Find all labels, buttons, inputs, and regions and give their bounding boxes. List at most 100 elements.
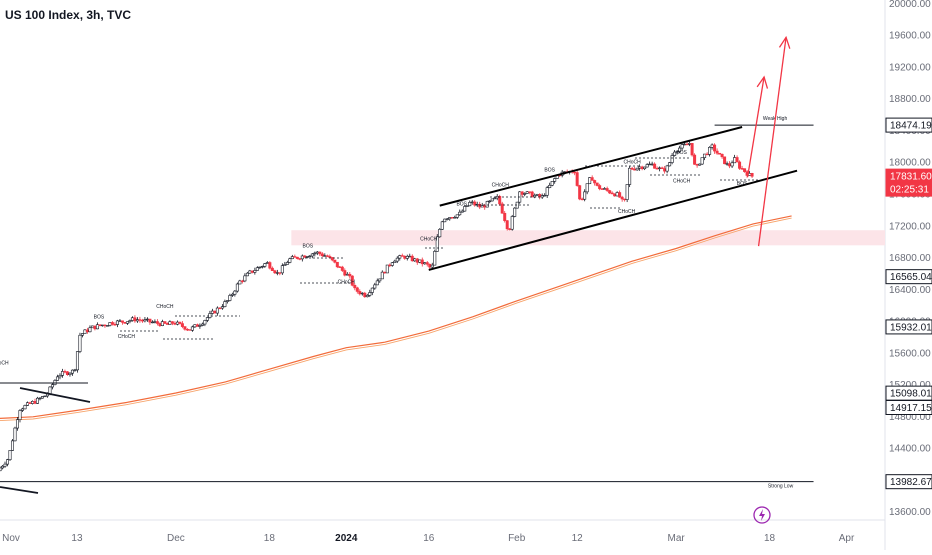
- candle-body: [155, 321, 159, 324]
- candle-body: [280, 265, 284, 274]
- x-tick-label: 2024: [335, 533, 358, 544]
- candle-body: [335, 261, 339, 268]
- structure-label: CHoCH: [673, 179, 691, 185]
- lightning-icon[interactable]: [752, 505, 772, 525]
- candle-body: [58, 375, 62, 378]
- candle-body: [393, 260, 397, 264]
- candle-body: [700, 157, 704, 165]
- candle-body: [293, 256, 297, 258]
- candle-body: [323, 255, 327, 257]
- candle-body: [0, 467, 2, 472]
- candle-body: [720, 153, 724, 158]
- candle-body: [358, 291, 362, 295]
- candle-body: [28, 402, 32, 404]
- candle-body: [220, 306, 224, 309]
- candle-body: [730, 162, 734, 167]
- candle-body: [655, 168, 659, 170]
- candle-body: [650, 163, 654, 166]
- candle-body: [240, 280, 244, 282]
- candle-body: [728, 163, 732, 167]
- candle-body: [410, 255, 414, 262]
- candle-body: [95, 324, 99, 330]
- candle-body: [615, 192, 619, 197]
- projection-arrow-shaft: [746, 76, 765, 178]
- candle-body: [510, 216, 514, 230]
- candle-body: [378, 278, 382, 282]
- candle-body: [278, 272, 282, 274]
- candle-body: [370, 287, 374, 293]
- candle-body: [505, 220, 509, 230]
- candle-body: [605, 188, 609, 191]
- candle-body: [595, 182, 599, 186]
- candle-body: [408, 255, 412, 258]
- candle-body: [345, 273, 349, 276]
- candle-body: [350, 275, 354, 286]
- y-tick-label: 16800.00: [889, 253, 931, 264]
- candle-body: [750, 173, 754, 177]
- candle-body: [413, 258, 417, 262]
- candle-body: [743, 168, 747, 172]
- candle-body: [243, 275, 247, 282]
- candle-body: [613, 193, 617, 197]
- price-tag-box: [885, 399, 932, 415]
- candle-body: [703, 153, 707, 158]
- candle-body: [248, 270, 252, 274]
- candle-body: [113, 324, 117, 326]
- candle-body: [573, 171, 577, 174]
- candle-body: [543, 194, 547, 197]
- candle-body: [68, 372, 72, 375]
- x-tick-label: 18: [264, 533, 276, 544]
- candle-body: [733, 157, 737, 164]
- candle-body: [283, 264, 287, 266]
- candle-body: [365, 295, 369, 298]
- left-trend-line: [19, 387, 91, 403]
- candle-body: [585, 183, 589, 193]
- candle-body: [150, 321, 154, 324]
- candle-body: [528, 191, 532, 193]
- structure-label: BOS: [94, 314, 105, 320]
- candle-body: [373, 284, 377, 289]
- candle-body: [725, 163, 729, 165]
- price-tag-box: [885, 117, 932, 133]
- candle-body: [140, 319, 144, 322]
- candle-body: [55, 376, 59, 381]
- candle-body: [10, 440, 14, 451]
- structure-label: CHoCH: [618, 209, 636, 215]
- y-tick-label: 13600.00: [889, 507, 931, 518]
- y-tick-label: 19200.00: [889, 62, 931, 73]
- candle-body: [25, 402, 29, 406]
- candle-body: [123, 322, 127, 324]
- candle-body: [453, 217, 457, 219]
- candle-body: [38, 397, 42, 400]
- candle-body: [610, 192, 614, 195]
- candle-body: [295, 256, 299, 259]
- candle-body: [638, 166, 642, 169]
- candle-body: [463, 206, 467, 212]
- candle-body: [640, 166, 644, 170]
- candle-body: [165, 323, 169, 325]
- candle-body: [390, 262, 394, 266]
- moving-average-line: [0, 215, 792, 419]
- chart-title: US 100 Index, 3h, TVC: [5, 8, 132, 22]
- candle-body: [88, 327, 92, 333]
- candle-body: [93, 325, 97, 330]
- candle-body: [635, 167, 639, 171]
- price-tag-label: 17831.60: [890, 172, 932, 183]
- x-tick-label: Feb: [508, 533, 526, 544]
- candle-body: [593, 180, 597, 184]
- candle-body: [13, 427, 17, 442]
- candle-body: [490, 198, 494, 202]
- candle-body: [125, 321, 129, 324]
- candle-body: [5, 459, 9, 465]
- candle-body: [265, 262, 269, 264]
- moving-average-line-lower: [0, 217, 792, 422]
- candle-body: [18, 410, 22, 420]
- candle-body: [648, 163, 652, 166]
- x-tick-label: Apr: [839, 533, 855, 544]
- y-tick-label: 16400.00: [889, 285, 931, 296]
- candle-body: [0, 465, 4, 469]
- candle-body: [175, 321, 179, 325]
- candle-body: [688, 143, 692, 145]
- candle-body: [520, 191, 524, 195]
